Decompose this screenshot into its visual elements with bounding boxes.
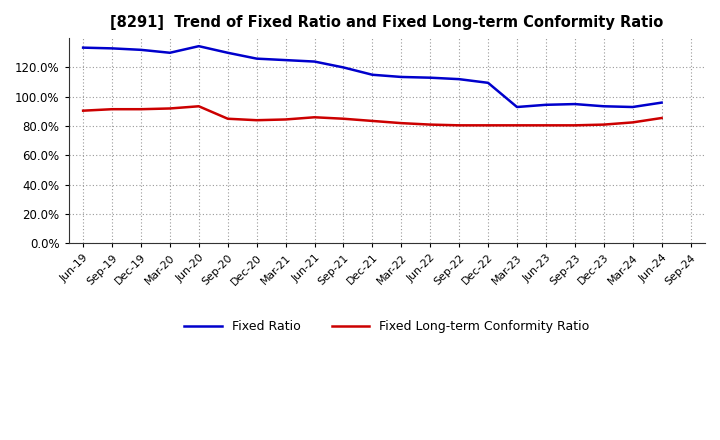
Fixed Long-term Conformity Ratio bbox=[484, 123, 492, 128]
Fixed Ratio bbox=[397, 74, 405, 80]
Fixed Ratio bbox=[310, 59, 319, 64]
Fixed Ratio bbox=[223, 50, 232, 55]
Fixed Long-term Conformity Ratio bbox=[513, 123, 521, 128]
Fixed Long-term Conformity Ratio bbox=[657, 115, 666, 121]
Line: Fixed Ratio: Fixed Ratio bbox=[83, 46, 662, 107]
Fixed Ratio bbox=[252, 56, 261, 61]
Fixed Ratio bbox=[426, 75, 435, 81]
Fixed Long-term Conformity Ratio bbox=[600, 122, 608, 127]
Fixed Ratio bbox=[600, 104, 608, 109]
Fixed Long-term Conformity Ratio bbox=[252, 117, 261, 123]
Fixed Ratio bbox=[629, 104, 637, 110]
Legend: Fixed Ratio, Fixed Long-term Conformity Ratio: Fixed Ratio, Fixed Long-term Conformity … bbox=[179, 315, 595, 338]
Fixed Ratio bbox=[541, 102, 550, 107]
Fixed Long-term Conformity Ratio bbox=[310, 115, 319, 120]
Fixed Long-term Conformity Ratio bbox=[426, 122, 435, 127]
Fixed Long-term Conformity Ratio bbox=[223, 116, 232, 121]
Fixed Long-term Conformity Ratio bbox=[541, 123, 550, 128]
Fixed Ratio bbox=[108, 46, 117, 51]
Fixed Ratio bbox=[368, 72, 377, 77]
Fixed Ratio bbox=[339, 65, 348, 70]
Fixed Long-term Conformity Ratio bbox=[108, 106, 117, 112]
Fixed Ratio bbox=[513, 104, 521, 110]
Fixed Long-term Conformity Ratio bbox=[397, 121, 405, 126]
Fixed Long-term Conformity Ratio bbox=[455, 123, 464, 128]
Fixed Long-term Conformity Ratio bbox=[78, 108, 87, 114]
Fixed Ratio bbox=[137, 47, 145, 52]
Fixed Long-term Conformity Ratio bbox=[570, 123, 579, 128]
Fixed Long-term Conformity Ratio bbox=[166, 106, 174, 111]
Fixed Long-term Conformity Ratio bbox=[629, 120, 637, 125]
Fixed Long-term Conformity Ratio bbox=[137, 106, 145, 112]
Fixed Ratio bbox=[166, 50, 174, 55]
Fixed Ratio bbox=[194, 44, 203, 49]
Fixed Ratio bbox=[484, 80, 492, 85]
Fixed Long-term Conformity Ratio bbox=[368, 118, 377, 124]
Fixed Ratio bbox=[570, 102, 579, 107]
Fixed Ratio bbox=[78, 45, 87, 50]
Fixed Ratio bbox=[282, 58, 290, 63]
Fixed Long-term Conformity Ratio bbox=[339, 116, 348, 121]
Title: [8291]  Trend of Fixed Ratio and Fixed Long-term Conformity Ratio: [8291] Trend of Fixed Ratio and Fixed Lo… bbox=[110, 15, 663, 30]
Line: Fixed Long-term Conformity Ratio: Fixed Long-term Conformity Ratio bbox=[83, 106, 662, 125]
Fixed Long-term Conformity Ratio bbox=[282, 117, 290, 122]
Fixed Long-term Conformity Ratio bbox=[194, 104, 203, 109]
Fixed Ratio bbox=[455, 77, 464, 82]
Fixed Ratio bbox=[657, 100, 666, 105]
